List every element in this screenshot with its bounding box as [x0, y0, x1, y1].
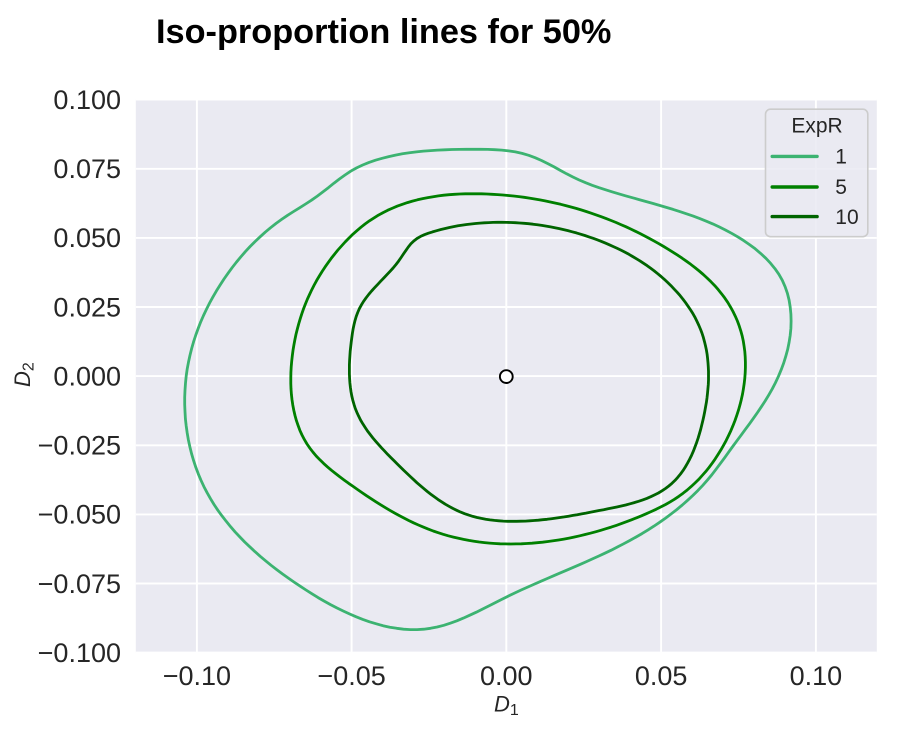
svg-text:10: 10	[835, 206, 858, 229]
svg-text:0.050: 0.050	[53, 223, 121, 253]
svg-text:0.10: 0.10	[790, 661, 843, 691]
svg-text:0.05: 0.05	[635, 661, 688, 691]
svg-text:−0.025: −0.025	[38, 431, 121, 461]
svg-text:0.00: 0.00	[480, 661, 533, 691]
svg-text:D2: D2	[10, 362, 38, 387]
svg-text:0.000: 0.000	[53, 361, 121, 391]
svg-text:−0.100: −0.100	[38, 638, 121, 668]
svg-text:D1: D1	[494, 692, 519, 720]
svg-text:ExpR: ExpR	[791, 115, 842, 138]
svg-text:1: 1	[835, 146, 847, 169]
svg-text:−0.10: −0.10	[163, 661, 231, 691]
svg-text:−0.050: −0.050	[38, 500, 121, 530]
svg-text:0.100: 0.100	[53, 85, 121, 115]
svg-text:0.025: 0.025	[53, 292, 121, 322]
svg-text:−0.075: −0.075	[38, 569, 121, 599]
svg-text:5: 5	[835, 176, 847, 199]
svg-text:−0.05: −0.05	[317, 661, 385, 691]
svg-text:0.075: 0.075	[53, 154, 121, 184]
svg-text:Iso-proportion lines for 50%: Iso-proportion lines for 50%	[156, 13, 611, 51]
